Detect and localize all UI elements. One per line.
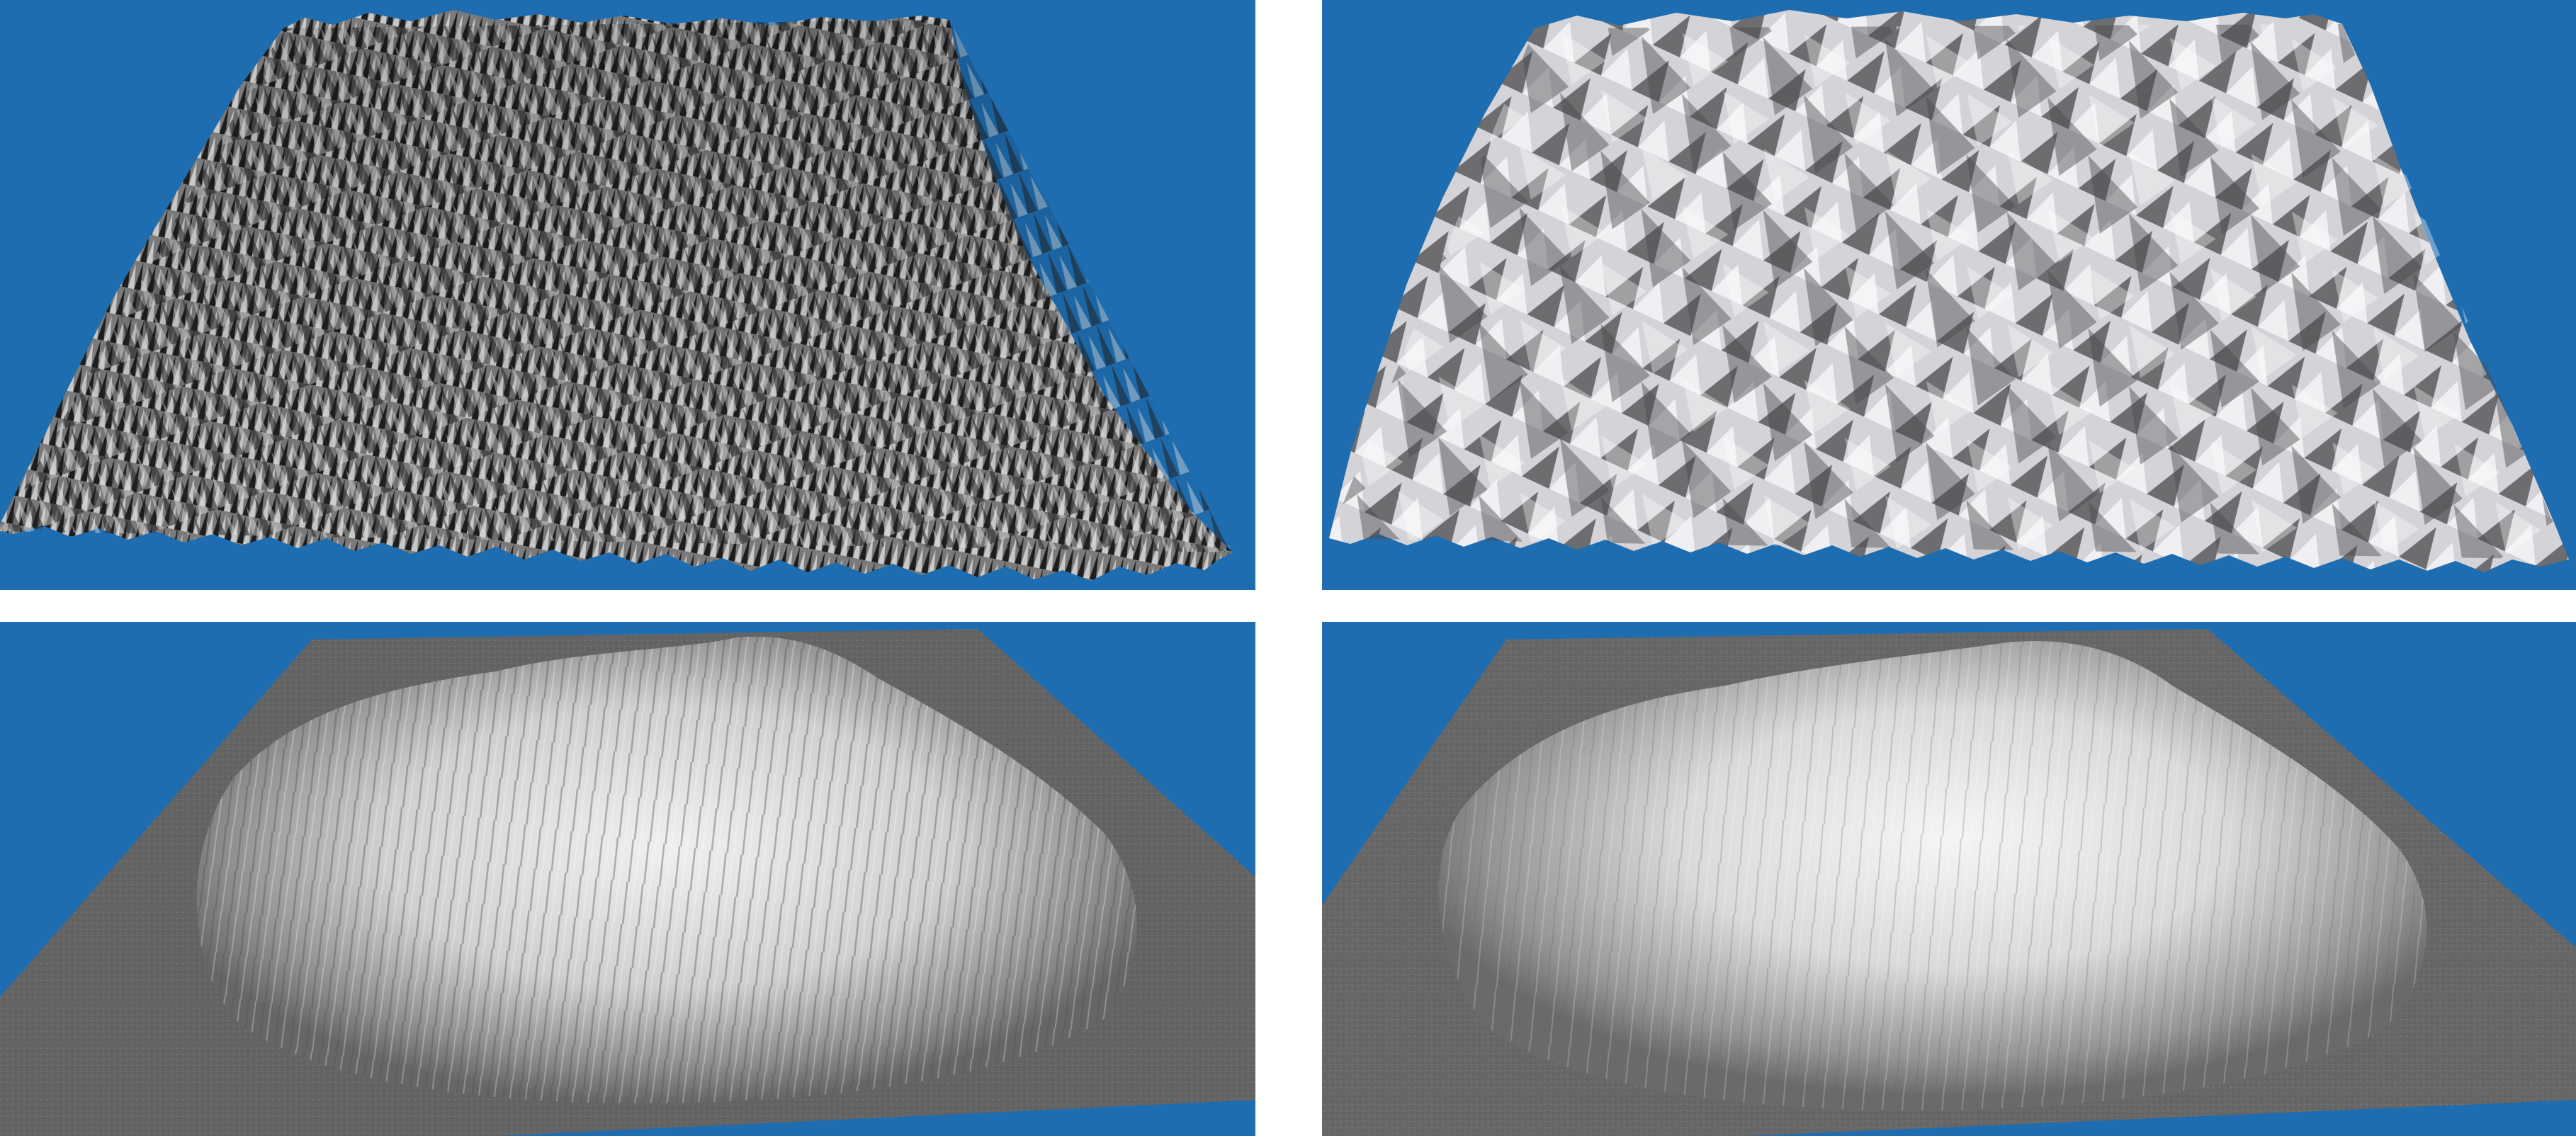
terrain-panel-eroded <box>1322 0 2576 590</box>
terrain-render-rugged <box>0 0 1255 590</box>
terrain-render-eroded <box>1322 0 2576 590</box>
terrain-render-massif <box>0 622 1255 1136</box>
terrain-panel-massif-smooth <box>1322 622 2576 1136</box>
terrain-panel-massif <box>0 622 1255 1136</box>
terrain-panel-rugged <box>0 0 1255 590</box>
terrain-render-massif-smooth <box>1322 622 2576 1136</box>
